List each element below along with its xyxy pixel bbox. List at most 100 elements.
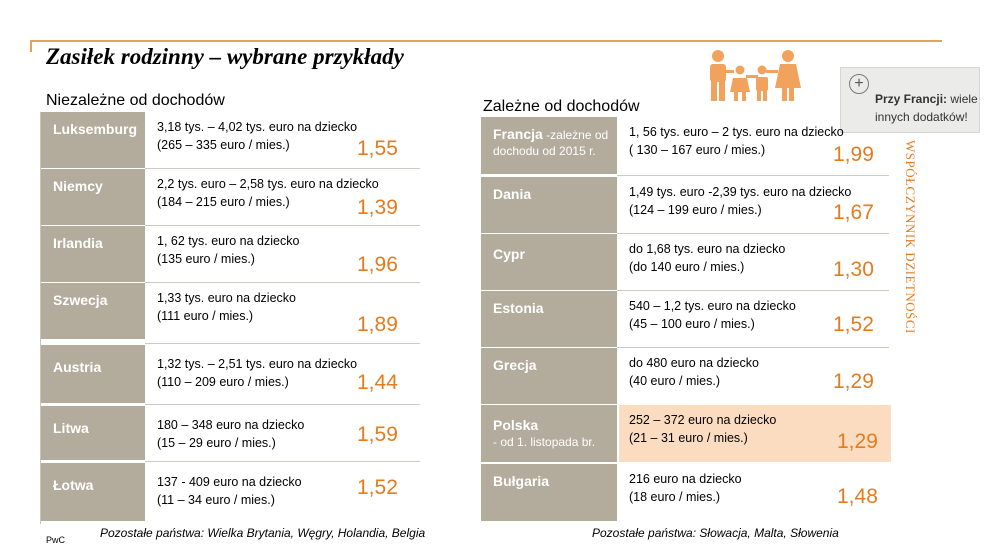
benefit-desc: 1, 56 tys. euro – 2 tys. euro na dziecko… — [629, 117, 879, 174]
country-cell: Bułgaria — [481, 464, 617, 521]
desc-line1: 1,33 tys. euro na dziecko — [157, 291, 296, 305]
plus-icon[interactable]: + — [849, 74, 869, 94]
left-row: Litwa 180 – 348 euro na dziecko (15 – 29 … — [41, 406, 441, 460]
desc-line1: 252 – 372 euro na dziecko — [629, 413, 777, 427]
country-name: Irlandia — [53, 235, 103, 251]
top-rule-tick — [30, 40, 32, 52]
fertility-value: 1,55 — [357, 137, 398, 160]
country-cell: Austria — [41, 345, 145, 403]
country-cell: Łotwa — [41, 463, 145, 521]
benefit-desc: 1,49 tys. euro -2,39 tys. euro na dzieck… — [629, 177, 879, 233]
right-row: Cypr do 1,68 tys. euro na dziecko (do 140… — [481, 234, 891, 290]
benefit-desc: 252 – 372 euro na dziecko (21 – 31 euro /… — [619, 405, 891, 462]
fertility-value: 1,44 — [357, 371, 398, 394]
desc-line2: (110 – 209 euro / mies.) — [157, 375, 289, 389]
row-divider — [617, 347, 889, 348]
benefit-desc: 1,32 tys. – 2,51 tys. euro na dziecko (11… — [157, 345, 397, 403]
desc-line1: 3,18 tys. – 4,02 tys. euro na dziecko — [157, 120, 358, 134]
right-row-highlight: Polska - od 1. listopada br. 252 – 372 eu… — [481, 405, 891, 462]
france-callout: + Przy Francji: wiele innych dodatków! — [840, 67, 980, 133]
desc-line2: (184 – 215 euro / mies.) — [157, 195, 290, 209]
fertility-value: 1,30 — [833, 258, 874, 281]
row-divider — [617, 290, 889, 291]
country-name: Luksemburg — [53, 121, 138, 137]
desc-line1: 2,2 tys. euro – 2,58 tys. euro na dzieck… — [157, 177, 379, 191]
row-divider — [145, 168, 420, 169]
right-row: Dania 1,49 tys. euro -2,39 tys. euro na … — [481, 177, 891, 233]
left-footer: Pozostałe państwa: Wielka Brytania, Węgr… — [100, 526, 426, 540]
country-note: - od 1. listopada br. — [493, 435, 596, 449]
country-name: Niemcy — [53, 178, 103, 194]
country-name: Łotwa — [53, 477, 94, 493]
country-name: Grecja — [493, 357, 537, 373]
desc-line2: (15 – 29 euro / mies.) — [157, 436, 276, 450]
benefit-desc: do 1,68 tys. euro na dziecko (do 140 euro… — [629, 234, 879, 290]
row-divider — [145, 282, 420, 283]
fertility-value: 1,39 — [357, 196, 398, 219]
callout-rest: wiele — [947, 92, 978, 106]
country-note: -zależne od dochodu od 2015 r. — [493, 128, 609, 158]
desc-line2: (18 euro / mies.) — [629, 490, 721, 504]
fertility-value: 1,48 — [837, 485, 878, 508]
row-divider — [617, 233, 889, 234]
family-icon — [710, 50, 801, 101]
desc-line2: (124 – 199 euro / mies.) — [629, 203, 762, 217]
country-cell: Estonia — [481, 291, 617, 347]
left-row: Szwecja 1,33 tys. euro na dziecko (111 eu… — [41, 283, 441, 339]
row-divider — [145, 461, 420, 462]
country-name: Polska — [493, 417, 539, 433]
desc-line1: 216 euro na dziecko — [629, 472, 742, 486]
fertility-value: 1,67 — [833, 201, 874, 224]
left-row: Luksemburg 3,18 tys. – 4,02 tys. euro na… — [41, 112, 441, 168]
benefit-desc: 1, 62 tys. euro na dziecko (135 euro / mi… — [157, 226, 397, 282]
benefit-desc: 180 – 348 euro na dziecko (15 – 29 euro /… — [157, 406, 397, 460]
desc-line2: (111 euro / mies.) — [157, 309, 254, 323]
row-divider — [145, 404, 420, 405]
country-cell: Litwa — [41, 406, 145, 460]
country-name: Litwa — [53, 420, 89, 436]
callout-bold: Przy Francji: — [875, 92, 948, 106]
country-cell: Grecja — [481, 348, 617, 404]
row-divider — [617, 175, 889, 176]
desc-line1: do 480 euro na dziecko — [629, 356, 759, 370]
right-heading: Zależne od dochodów — [483, 98, 640, 115]
desc-line2: (11 – 34 euro / mies.) — [157, 493, 275, 507]
country-cell: Szwecja — [41, 283, 145, 339]
country-cell: Francja -zależne od dochodu od 2015 r. — [481, 117, 617, 174]
desc-line2: (21 – 31 euro / mies.) — [629, 431, 748, 445]
callout-text: Przy Francji: wiele innych dodatków! — [875, 90, 978, 126]
benefit-desc: do 480 euro na dziecko (40 euro / mies.) — [629, 348, 879, 404]
left-row: Irlandia 1, 62 tys. euro na dziecko (135 … — [41, 226, 441, 282]
desc-line2: (40 euro / mies.) — [629, 374, 721, 388]
country-name: Estonia — [493, 300, 544, 316]
country-name: Austria — [53, 359, 102, 375]
country-name: Cypr — [493, 246, 525, 262]
country-cell: Dania — [481, 177, 617, 233]
fertility-value: 1,29 — [833, 370, 874, 393]
country-name: Dania — [493, 186, 532, 202]
right-row: Francja -zależne od dochodu od 2015 r. 1… — [481, 117, 891, 174]
desc-line1: 1,32 tys. – 2,51 tys. euro na dziecko — [157, 357, 358, 371]
desc-line1: 1, 56 tys. euro – 2 tys. euro na dziecko — [629, 125, 844, 139]
country-name: Szwecja — [53, 292, 108, 308]
benefit-desc: 137 - 409 euro na dziecko (11 – 34 euro /… — [157, 463, 397, 521]
fertility-value: 1,29 — [837, 430, 878, 453]
country-name: Francja — [493, 126, 543, 142]
country-cell: Cypr — [481, 234, 617, 290]
desc-line2: (135 euro / mies.) — [157, 252, 255, 266]
desc-line1: 1, 62 tys. euro na dziecko — [157, 234, 300, 248]
country-cell: Niemcy — [41, 169, 145, 225]
fertility-value: 1,96 — [357, 253, 398, 276]
right-footer: Pozostałe państwa: Słowacja, Malta, Słow… — [592, 526, 839, 540]
right-row: Estonia 540 – 1,2 tys. euro na dziecko (4… — [481, 291, 891, 347]
benefit-desc: 1,33 tys. euro na dziecko (111 euro / mie… — [157, 283, 397, 339]
page-title: Zasiłek rodzinny – wybrane przykłady — [46, 44, 404, 69]
right-row: Bułgaria 216 euro na dziecko (18 euro / m… — [481, 464, 891, 521]
benefit-desc: 216 euro na dziecko (18 euro / mies.) — [629, 464, 879, 521]
left-row: Austria 1,32 tys. – 2,51 tys. euro na dz… — [41, 345, 441, 403]
brand-logo-text: PwC — [46, 535, 66, 545]
left-divider-line — [40, 112, 41, 524]
desc-line1: 1,49 tys. euro -2,39 tys. euro na dzieck… — [629, 185, 852, 199]
desc-line1: do 1,68 tys. euro na dziecko — [629, 242, 786, 256]
benefit-desc: 540 – 1,2 tys. euro na dziecko (45 – 100 … — [629, 291, 879, 347]
